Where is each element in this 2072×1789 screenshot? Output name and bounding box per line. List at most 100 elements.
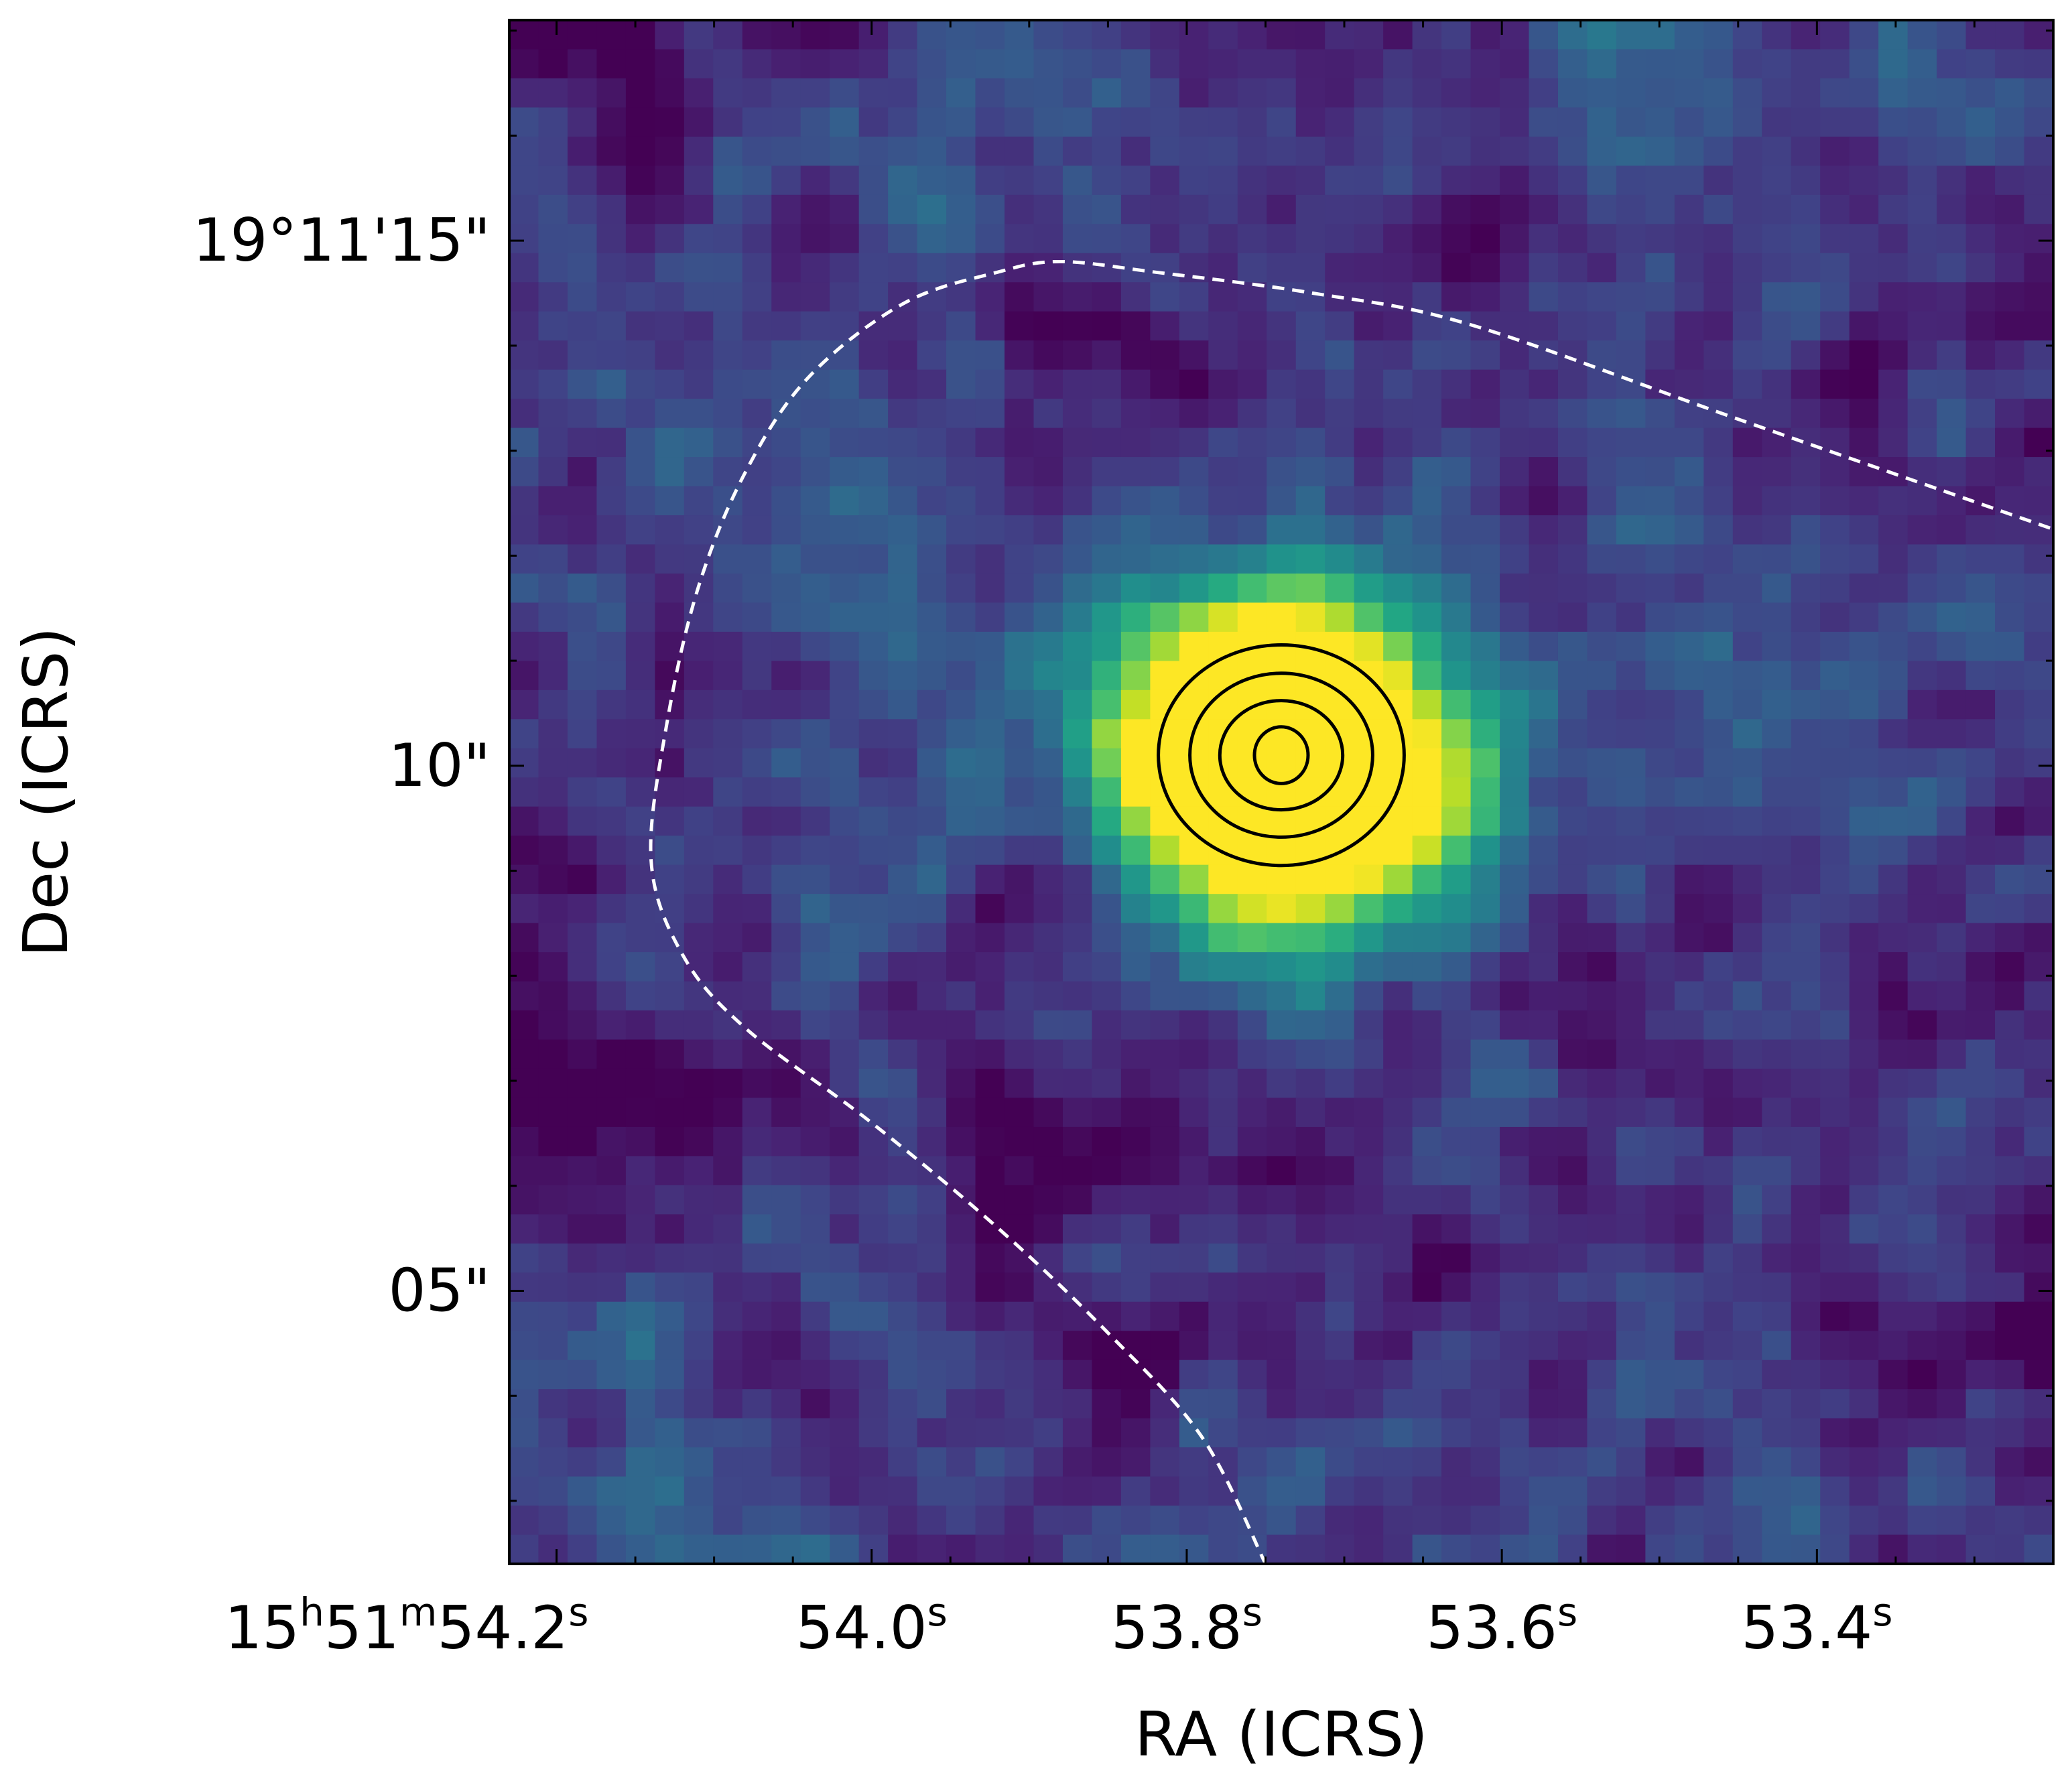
heatmap-pixel: [1849, 1447, 1879, 1477]
heatmap-pixel: [1412, 1010, 1442, 1041]
dashed-boundary-line: [649, 259, 2053, 1564]
heatmap-pixel: [1762, 689, 1792, 720]
heatmap-pixel: [1937, 486, 1967, 516]
heatmap-pixel: [567, 1418, 598, 1448]
heatmap-pixel: [1791, 1039, 1821, 1069]
heatmap-pixel: [888, 806, 918, 837]
heatmap-pixel: [509, 78, 539, 109]
heatmap-pixel: [800, 49, 830, 79]
heatmap-pixel: [1820, 1010, 1850, 1041]
heatmap-pixel: [1500, 78, 1530, 109]
heatmap-pixel: [1878, 923, 1908, 953]
heatmap-pixel: [1500, 1534, 1530, 1564]
heatmap-pixel: [1005, 1039, 1035, 1069]
heatmap-pixel: [1703, 1214, 1734, 1244]
heatmap-pixel: [1237, 78, 1268, 109]
heatmap-pixel: [1849, 194, 1879, 225]
heatmap-pixel: [1762, 1214, 1792, 1244]
heatmap-pixel: [1674, 1476, 1705, 1506]
heatmap-pixel: [1937, 1068, 1967, 1099]
heatmap-pixel: [917, 1039, 947, 1069]
heatmap-pixel: [858, 1068, 889, 1099]
heatmap-pixel: [1092, 457, 1122, 487]
heatmap-pixel: [509, 194, 539, 225]
heatmap-pixel: [1529, 573, 1559, 604]
heatmap-pixel: [713, 952, 743, 982]
heatmap-pixel: [2024, 282, 2053, 312]
heatmap-pixel: [800, 427, 830, 458]
heatmap-pixel: [1033, 1272, 1063, 1303]
heatmap-pixel: [596, 224, 627, 254]
heatmap-pixel: [830, 836, 860, 866]
heatmap-pixel: [567, 1534, 598, 1564]
heatmap-pixel: [1179, 1534, 1210, 1564]
heatmap-pixel: [1762, 194, 1792, 225]
heatmap-pixel: [1703, 224, 1734, 254]
heatmap-pixel: [509, 864, 539, 894]
heatmap-pixel: [1237, 369, 1268, 399]
heatmap-pixel: [1412, 1068, 1442, 1099]
heatmap-pixel: [1937, 1243, 1967, 1274]
heatmap-pixel: [946, 748, 976, 779]
heatmap-pixel: [1907, 1010, 1937, 1041]
heatmap-pixel: [946, 311, 976, 341]
heatmap-pixel: [742, 864, 773, 894]
heatmap-pixel: [975, 777, 1005, 807]
heatmap-pixel: [858, 748, 889, 779]
heatmap-pixel: [625, 399, 656, 429]
heatmap-pixel: [655, 1418, 685, 1448]
heatmap-pixel: [1995, 311, 2025, 341]
heatmap-pixel: [509, 1214, 539, 1244]
heatmap-pixel: [1820, 1331, 1850, 1361]
heatmap-pixel: [684, 544, 714, 574]
heatmap-pixel: [1005, 369, 1035, 399]
heatmap-pixel: [1412, 107, 1442, 137]
heatmap-pixel: [1529, 894, 1559, 924]
heatmap-pixel: [975, 1301, 1005, 1332]
heatmap-pixel: [1325, 1068, 1355, 1099]
heatmap-pixel: [1295, 136, 1326, 167]
heatmap-pixel: [1965, 427, 1996, 458]
heatmap-pixel: [1820, 340, 1850, 371]
heatmap-pixel: [625, 631, 656, 662]
heatmap-pixel: [1295, 224, 1326, 254]
heatmap-pixel: [596, 1301, 627, 1332]
heatmap-pixel: [1295, 165, 1326, 196]
heatmap-pixel: [742, 1126, 773, 1157]
heatmap-pixel: [800, 1506, 830, 1536]
heatmap-pixel: [800, 311, 830, 341]
heatmap-pixel: [1267, 515, 1297, 545]
heatmap-pixel: [1092, 486, 1122, 516]
heatmap-pixel: [1965, 806, 1996, 837]
heatmap-pixel: [1179, 602, 1210, 633]
heatmap-pixel: [742, 1185, 773, 1215]
heatmap-pixel: [888, 689, 918, 720]
heatmap-pixel: [771, 836, 801, 866]
heatmap-pixel: [1062, 1010, 1093, 1041]
heatmap-pixel: [684, 981, 714, 1011]
heatmap-pixel: [1383, 1156, 1413, 1186]
heatmap-pixel: [742, 748, 773, 779]
heatmap-pixel: [1470, 836, 1500, 866]
heatmap-pixel: [1645, 1185, 1675, 1215]
heatmap-pixel: [1470, 20, 1500, 50]
heatmap-pixel: [1500, 253, 1530, 283]
heatmap-pixel: [1325, 1506, 1355, 1536]
heatmap-pixel: [858, 282, 889, 312]
heatmap-pixel: [1762, 836, 1792, 866]
heatmap-pixel: [1150, 340, 1180, 371]
heatmap-pixel: [946, 1185, 976, 1215]
heatmap-pixel: [1878, 311, 1908, 341]
heatmap-pixel: [742, 777, 773, 807]
heatmap-pixel: [1441, 1418, 1472, 1448]
heatmap-pixel: [655, 1126, 685, 1157]
heatmap-pixel: [742, 224, 773, 254]
heatmap-pixel: [1120, 49, 1151, 79]
heatmap-pixel: [742, 165, 773, 196]
heatmap-pixel: [1092, 1476, 1122, 1506]
x-tick-label: 15h51m54.2s: [224, 1589, 588, 1662]
heatmap-pixel: [1616, 78, 1646, 109]
heatmap-pixel: [1062, 923, 1093, 953]
heatmap-pixel: [1237, 1360, 1268, 1390]
heatmap-pixel: [1325, 894, 1355, 924]
